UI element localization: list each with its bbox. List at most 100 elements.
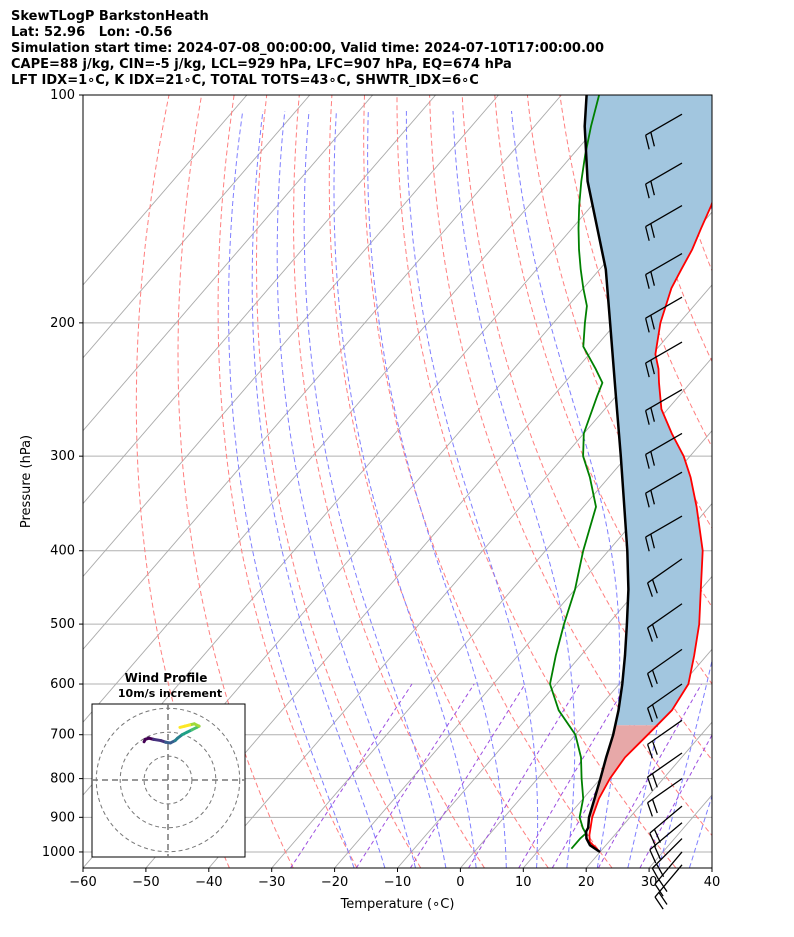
isotherm xyxy=(83,95,374,432)
wind-barb xyxy=(644,341,683,378)
isotherm xyxy=(460,575,712,868)
moist-adiabat xyxy=(228,110,355,868)
isotherm xyxy=(83,95,562,651)
barb-shaft xyxy=(647,778,683,804)
barb-feather xyxy=(644,226,650,241)
isotherm xyxy=(208,284,712,868)
dry-adiabat xyxy=(363,95,613,868)
isotherm xyxy=(83,95,311,359)
wind-barb xyxy=(646,719,683,759)
wind-barb xyxy=(644,471,683,508)
moist-adiabat xyxy=(333,110,477,868)
wind-barb xyxy=(646,648,683,688)
isotherm xyxy=(83,95,248,286)
cape-area xyxy=(584,95,712,726)
barb-shaft xyxy=(651,838,683,869)
barb-feather xyxy=(646,776,653,792)
wind-barb xyxy=(646,558,683,597)
barb-feather xyxy=(651,579,658,594)
moist-adiabat xyxy=(276,110,416,868)
dry-adiabat xyxy=(293,95,485,868)
x-tick-label: 40 xyxy=(704,875,721,890)
y-axis-ticks: 1000 900 800 700 600 500 400 300 200 100 xyxy=(42,88,83,860)
dry-adiabat xyxy=(723,95,794,868)
barb-feather xyxy=(650,315,655,330)
temperature-line xyxy=(588,200,712,853)
barb-feather xyxy=(653,829,661,843)
isotherm xyxy=(83,95,499,578)
wind-barb xyxy=(644,253,683,289)
isotherm xyxy=(585,721,712,868)
barb-feather xyxy=(651,867,660,882)
barb-feather xyxy=(654,883,664,897)
wind-barb xyxy=(649,805,683,847)
moist-adiabat xyxy=(658,110,712,868)
barb-shaft xyxy=(647,603,683,629)
barb-feather xyxy=(644,410,650,425)
wind-barb xyxy=(646,603,683,642)
barb-feather xyxy=(649,849,657,864)
barb-shaft xyxy=(645,296,683,319)
barb-feather xyxy=(650,359,655,375)
dry-adiabat xyxy=(755,95,794,868)
moist-adiabat xyxy=(303,110,447,868)
barb-feather xyxy=(649,832,657,847)
wind-barbs xyxy=(644,113,683,910)
x-tick-label: −60 xyxy=(69,875,96,890)
y-axis-label: Pressure (hPa) xyxy=(19,435,34,528)
barb-feather xyxy=(650,490,655,505)
x-tick-label: 10 xyxy=(515,875,532,890)
barb-feather xyxy=(650,533,655,549)
x-tick-label: −30 xyxy=(258,875,285,890)
mixing-ratio-line xyxy=(409,683,526,868)
y-tick-label: 800 xyxy=(50,772,75,787)
moist-adiabat xyxy=(452,110,576,868)
wind-barb xyxy=(644,432,683,469)
hodograph-ring xyxy=(143,755,193,805)
chart-title: SkewTLogP BarkstonHeath xyxy=(11,9,209,24)
moist-adiabats xyxy=(228,110,712,868)
barb-shaft xyxy=(647,719,683,745)
y-tick-label: 600 xyxy=(50,677,75,692)
y-tick-label: 500 xyxy=(50,617,75,632)
wind-barb xyxy=(644,162,683,199)
y-tick-label: 100 xyxy=(50,88,75,103)
barb-feather xyxy=(644,454,650,469)
wind-barb xyxy=(644,113,683,150)
cin-area xyxy=(589,725,658,818)
barb-feather xyxy=(646,582,653,597)
wind-barb xyxy=(654,864,683,910)
y-tick-label: 200 xyxy=(50,316,75,331)
barb-feather xyxy=(658,892,668,905)
moist-adiabat xyxy=(367,110,507,868)
barb-feather xyxy=(653,845,661,860)
barb-feather xyxy=(644,493,650,508)
barb-feather xyxy=(646,707,653,723)
dry-adiabat xyxy=(461,95,712,761)
wind-barb xyxy=(654,851,683,897)
barb-shaft xyxy=(645,113,683,136)
dry-adiabat xyxy=(494,95,712,685)
moist-adiabat xyxy=(405,111,539,868)
location-line: Lat: 52.96 Lon: -0.56 xyxy=(11,25,173,40)
barb-shaft xyxy=(645,205,683,228)
barb-shaft xyxy=(654,851,683,885)
barb-feather xyxy=(644,134,650,150)
dry-adiabat xyxy=(328,95,549,868)
barb-feather xyxy=(655,863,665,878)
wind-barb xyxy=(644,296,683,333)
barb-shaft xyxy=(649,822,683,851)
barb-feather xyxy=(646,802,653,817)
y-tick-label: 300 xyxy=(50,449,75,464)
parcel-line xyxy=(583,95,630,854)
x-tick-label: −50 xyxy=(132,875,159,890)
wind-barb xyxy=(646,683,683,723)
x-tick-label: 0 xyxy=(456,875,464,890)
dry-adiabat xyxy=(526,95,712,608)
barb-feather xyxy=(646,673,653,688)
x-tick-label: 20 xyxy=(578,875,595,890)
y-tick-label: 900 xyxy=(50,810,75,825)
dry-adiabat xyxy=(255,95,422,868)
barb-shaft xyxy=(645,253,683,276)
barb-feather xyxy=(650,451,655,466)
